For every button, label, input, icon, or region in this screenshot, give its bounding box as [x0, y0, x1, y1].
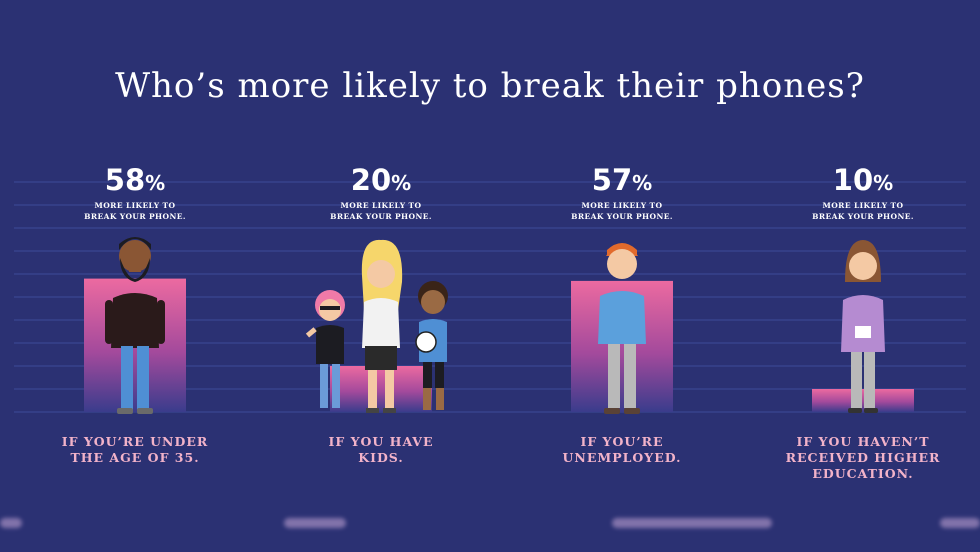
percent-symbol: %: [391, 171, 412, 195]
bar: [330, 366, 432, 412]
cropped-footer-text: [0, 518, 22, 528]
cropped-footer-text: [284, 518, 346, 528]
bar: [812, 389, 914, 412]
percent-symbol: %: [873, 171, 894, 195]
category-label: IF YOU’RE UNEMPLOYED.: [562, 434, 682, 465]
cropped-footer-text: [940, 518, 980, 528]
value-number: 10: [832, 163, 874, 197]
percent-symbol: %: [632, 171, 653, 195]
bearded-man-illustration: [105, 237, 165, 414]
value-sublabel: MORE LIKELY TO BREAK YOUR PHONE.: [812, 201, 914, 221]
bars: [84, 278, 914, 412]
chart-title: Who’s more likely to break their phones?: [115, 66, 865, 106]
unemployed-man-illustration: [598, 243, 646, 414]
percent-symbol: %: [145, 171, 166, 195]
category-label: IF YOU HAVEN’T RECEIVED HIGHER EDUCATION.: [785, 434, 941, 481]
value-label: 20%: [281, 163, 481, 197]
value-sublabel: MORE LIKELY TO BREAK YOUR PHONE.: [330, 201, 432, 221]
value-label: 10%: [763, 163, 963, 197]
woman-illustration: [841, 240, 885, 413]
value-number: 57: [591, 163, 633, 197]
value-label: 58%: [35, 163, 235, 197]
value-number: 20: [350, 163, 392, 197]
value-label: 57%: [522, 163, 722, 197]
category-label: IF YOU’RE UNDER THE AGE OF 35.: [61, 434, 209, 465]
people-illustrations: [105, 237, 885, 414]
value-number: 58: [104, 163, 146, 197]
category-label: IF YOU HAVE KIDS.: [328, 434, 434, 465]
family-illustration: [305, 239, 448, 413]
value-sublabel: MORE LIKELY TO BREAK YOUR PHONE.: [571, 201, 673, 221]
value-sublabel: MORE LIKELY TO BREAK YOUR PHONE.: [84, 201, 186, 221]
cropped-footer-text: [612, 518, 772, 528]
